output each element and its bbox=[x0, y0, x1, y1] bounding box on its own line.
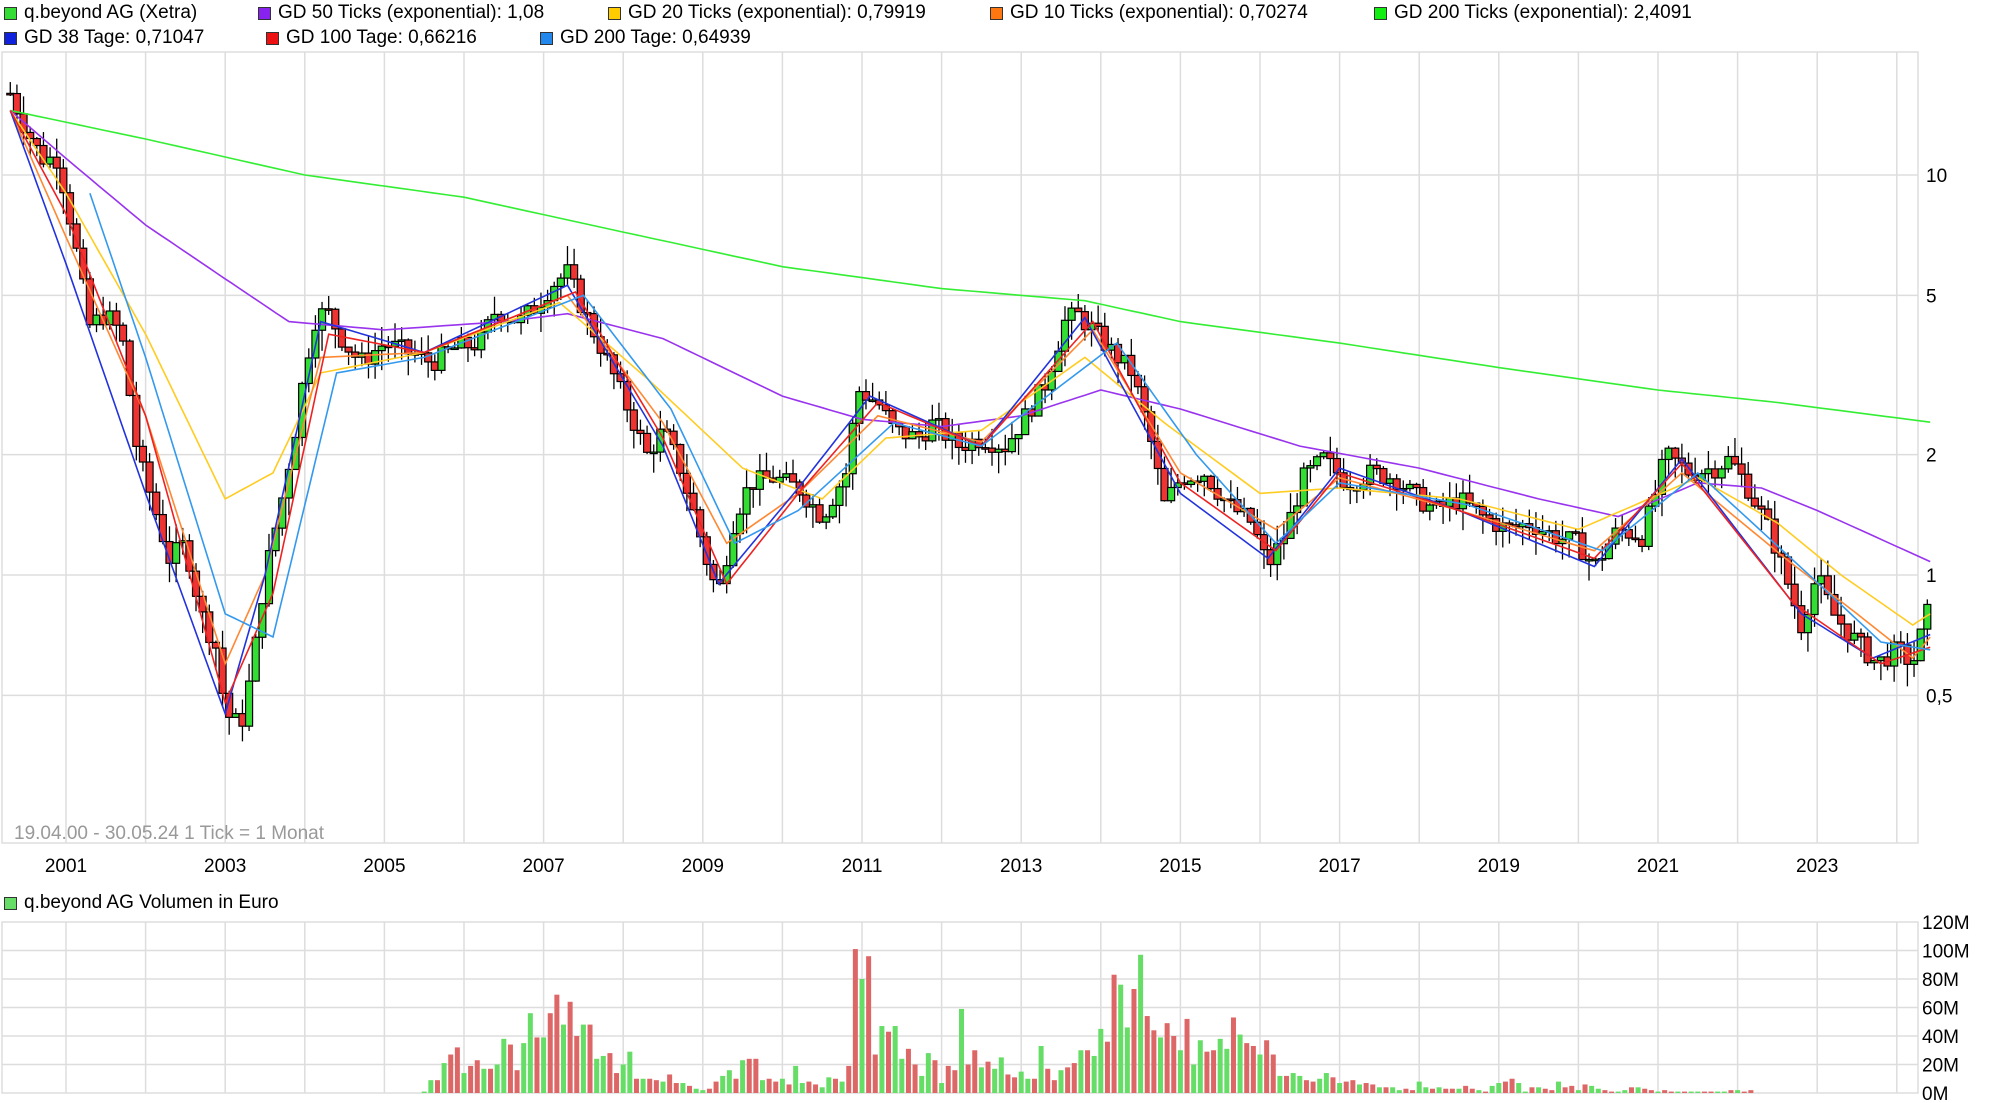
volume-grid bbox=[1, 921, 1919, 1094]
legend-label: GD 100 Tage: 0,66216 bbox=[286, 27, 477, 48]
legend-item: GD 50 Ticks (exponential): 1,08 bbox=[258, 2, 544, 24]
ma-line bbox=[9, 109, 1931, 563]
x-tick-label: 2019 bbox=[1478, 856, 1520, 877]
legend-swatch bbox=[1374, 6, 1387, 20]
y-tick-label: 1 bbox=[1926, 566, 1937, 587]
legend-label: GD 10 Ticks (exponential): 0,70274 bbox=[1010, 2, 1308, 23]
x-tick-label: 2003 bbox=[204, 856, 246, 877]
legend-item: GD 20 Ticks (exponential): 0,79919 bbox=[608, 2, 926, 24]
legend-label: GD 200 Ticks (exponential): 2,4091 bbox=[1394, 2, 1692, 23]
x-tick-label: 2011 bbox=[842, 856, 883, 877]
y-tick-label: 10 bbox=[1926, 166, 1947, 187]
x-tick-label: 2021 bbox=[1637, 856, 1679, 877]
volume-tick-label: 0M bbox=[1922, 1084, 1948, 1103]
candles bbox=[6, 82, 1932, 742]
ma-line bbox=[10, 109, 1931, 423]
legend-label: GD 200 Tage: 0,64939 bbox=[560, 27, 751, 48]
y-tick-label: 5 bbox=[1926, 286, 1937, 307]
legend-label: GD 38 Tage: 0,71047 bbox=[24, 27, 205, 48]
volume-tick-label: 60M bbox=[1922, 999, 1959, 1020]
volume-legend-label: q.beyond AG Volumen in Euro bbox=[24, 892, 279, 913]
y-tick-label: 2 bbox=[1926, 446, 1937, 467]
volume-tick-label: 20M bbox=[1922, 1056, 1959, 1077]
legend-item: GD 10 Ticks (exponential): 0,70274 bbox=[990, 2, 1308, 24]
legend-item: GD 100 Tage: 0,66216 bbox=[266, 27, 477, 49]
volume-tick-label: 80M bbox=[1922, 970, 1959, 991]
ma-line bbox=[89, 193, 1931, 651]
volume-swatch bbox=[4, 896, 17, 910]
x-tick-label: 2015 bbox=[1159, 856, 1201, 877]
legend-swatch bbox=[4, 31, 17, 45]
legend-swatch bbox=[540, 31, 553, 45]
x-tick-label: 2009 bbox=[682, 856, 724, 877]
volume-tick-label: 40M bbox=[1922, 1027, 1959, 1048]
legend-label: q.beyond AG (Xetra) bbox=[24, 2, 198, 23]
ma-line bbox=[9, 110, 1931, 717]
legend-swatch bbox=[4, 6, 17, 20]
x-tick-label: 2013 bbox=[1000, 856, 1042, 877]
legend-item: GD 200 Ticks (exponential): 2,4091 bbox=[1374, 2, 1692, 24]
x-tick-label: 2001 bbox=[45, 856, 87, 877]
volume-tick-label: 120M bbox=[1922, 913, 1970, 934]
legend-swatch bbox=[990, 6, 1003, 20]
legend-item: GD 200 Tage: 0,64939 bbox=[540, 27, 751, 49]
legend-item: GD 38 Tage: 0,71047 bbox=[4, 27, 204, 49]
ma-line bbox=[9, 110, 1931, 666]
legend-swatch bbox=[266, 31, 279, 45]
x-tick-label: 2017 bbox=[1318, 856, 1360, 877]
legend-label: GD 20 Ticks (exponential): 0,79919 bbox=[628, 2, 926, 23]
legend-swatch bbox=[608, 6, 621, 20]
legend-item: q.beyond AG (Xetra) bbox=[4, 2, 197, 24]
volume-tick-label: 100M bbox=[1922, 942, 1970, 963]
legend-swatch bbox=[258, 6, 271, 20]
x-tick-label: 2023 bbox=[1796, 856, 1838, 877]
volume-bars bbox=[421, 949, 1754, 1093]
x-tick-label: 2007 bbox=[522, 856, 564, 877]
x-tick-label: 2005 bbox=[363, 856, 405, 877]
date-range-label: 19.04.00 - 30.05.24 1 Tick = 1 Monat bbox=[14, 823, 325, 844]
legend-label: GD 50 Ticks (exponential): 1,08 bbox=[278, 2, 545, 23]
y-tick-label: 0,5 bbox=[1926, 686, 1952, 707]
